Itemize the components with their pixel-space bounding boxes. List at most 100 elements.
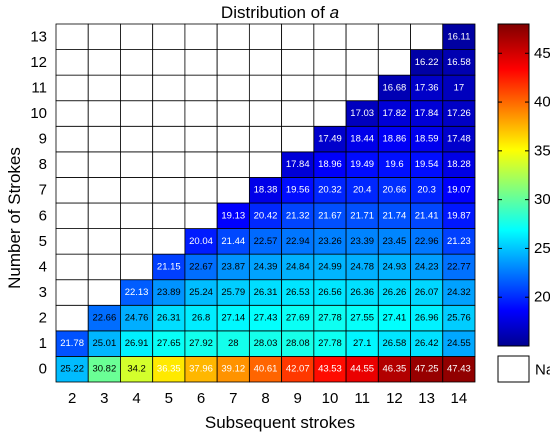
heatmap-cell-nan [152,177,186,204]
cell-value-label: 27.78 [318,338,342,349]
cell-value-label: 20.42 [254,210,278,221]
y-tick-label: 11 [31,79,47,96]
cell-value-label: 24.23 [415,261,439,272]
colorbar-tick-label: 25 [534,240,550,257]
heatmap-cell [345,356,379,383]
cell-value-label: 26.58 [383,338,407,349]
cell-value-label: 25.24 [189,287,213,298]
cell-value-label: 23.89 [157,287,181,298]
y-tick-label: 2 [39,310,47,327]
cell-value-label: 18.28 [447,159,471,170]
cell-value-label: 28.08 [286,338,310,349]
heatmap-cell-nan [55,151,89,178]
heatmap-cell-nan [55,304,89,332]
cell-value-label: 24.55 [447,338,471,349]
y-axis-label: Number of Strokes [5,147,24,289]
heatmap-cell [442,125,476,153]
cell-value-label: 17.84 [415,108,439,119]
cell-value-label: 44.55 [350,364,374,375]
heatmap-cells: 25.22 30.82 34.2 36.35 37.96 39.12 40.61 42.07 4… [55,23,476,383]
y-tick-label: 3 [39,284,47,301]
heatmap-cell-nan [248,125,283,153]
cell-value-label: 16.11 [447,31,470,42]
heatmap-cell [216,279,250,306]
y-tick-label: 7 [39,182,47,199]
cell-value-label: 22.66 [92,313,116,324]
heatmap-cell-nan [152,125,186,153]
cell-value-label: 22.67 [189,261,213,272]
cell-value-label: 21.71 [350,210,374,221]
heatmap-cell-nan [345,23,379,50]
heatmap-cell-nan [152,228,186,255]
colorbar-ticks: 20 25 30 35 40 45 [498,45,550,306]
heatmap-cell-nan [377,23,411,50]
heatmap-cell [442,177,476,204]
heatmap-cell-nan [55,49,89,76]
heatmap-cell [442,100,476,127]
y-tick-label: 4 [39,258,47,275]
x-tick-label: 7 [229,390,237,407]
heatmap-cell [313,279,347,306]
heatmap-cell-nan [152,100,186,127]
heatmap-cell [410,100,444,127]
cell-value-label: 26.07 [415,287,439,298]
heatmap-cell [120,330,154,357]
heatmap-cell [377,177,411,204]
cell-value-label: 27.69 [286,313,310,324]
heatmap-cell-nan [248,100,283,127]
heatmap-cell [345,202,379,229]
x-tick-label: 14 [451,390,468,407]
cell-value-label: 17 [454,82,465,93]
cell-value-label: 21.23 [447,236,471,247]
heatmap-cell-nan [120,253,154,281]
heatmap-cell [345,330,379,357]
heatmap-cell-nan [55,177,89,204]
cell-value-label: 20.3 [417,185,436,196]
heatmap-cell [184,356,218,383]
cell-value-label: 27.41 [383,313,407,324]
cell-value-label: 27.14 [221,313,245,324]
cell-value-label: 20.32 [318,185,342,196]
heatmap-cell-nan [184,23,218,50]
colorbar: 20 25 30 35 40 45 NaN [497,23,550,383]
cell-value-label: 30.82 [92,364,116,375]
cell-value-label: 21.44 [221,236,245,247]
cell-value-label: 21.74 [383,210,407,221]
y-tick-label: 0 [39,361,47,378]
cell-value-label: 21.15 [157,261,181,272]
colorbar-tick-label: 40 [534,94,550,111]
y-tick-label: 12 [30,54,47,71]
heatmap-cell-nan [216,151,250,178]
cell-value-label: 27.1 [353,338,372,349]
colorbar-tick-label: 30 [534,191,550,208]
heatmap-cell-nan [120,49,154,76]
cell-value-label: 25.79 [221,287,245,298]
cell-value-label: 25.01 [92,338,116,349]
nan-label: NaN [535,362,550,379]
heatmap-cell-nan [216,74,250,102]
heatmap-cell-nan [55,74,89,102]
heatmap-cell [345,304,379,332]
cell-value-label: 27.65 [157,338,181,349]
cell-value-label: 22.96 [415,236,439,247]
heatmap-cell [377,100,411,127]
heatmap-cell-nan [248,74,283,102]
heatmap-cell [377,304,411,332]
cell-value-label: 21.67 [318,210,342,221]
heatmap-cell-nan [184,49,218,76]
cell-value-label: 46.35 [383,364,407,375]
cell-value-label: 17.84 [286,159,310,170]
cell-value-label: 26.8 [192,313,211,324]
cell-value-label: 24.76 [125,313,149,324]
chart-title: Distribution of a [221,3,339,22]
heatmap-cell-nan [55,202,89,229]
heatmap-cell [248,202,283,229]
cell-value-label: 19.54 [415,159,439,170]
cell-value-label: 19.6 [385,159,404,170]
heatmap-cell-nan [281,74,315,102]
cell-value-label: 22.94 [286,236,310,247]
cell-value-label: 19.49 [350,159,374,170]
heatmap-cell [377,228,411,255]
cell-value-label: 42.07 [286,364,310,375]
